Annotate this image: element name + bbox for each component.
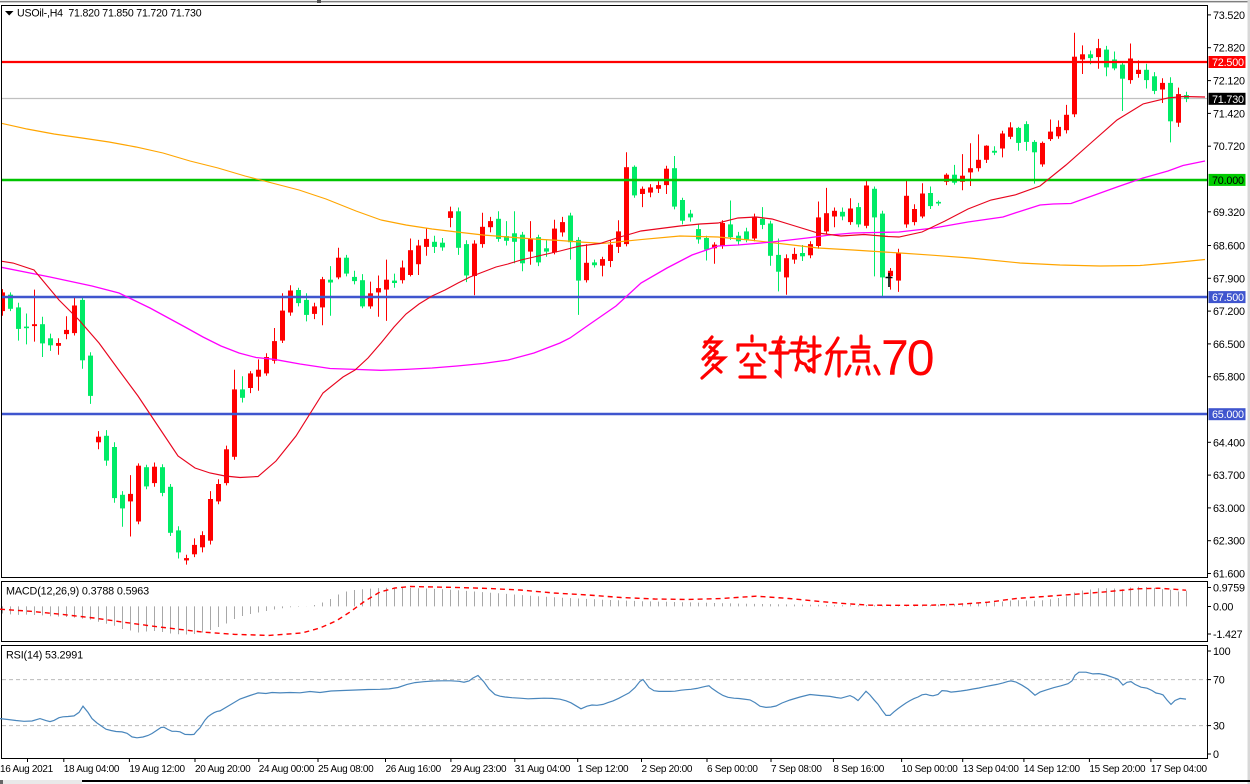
svg-text:14 Sep 12:00: 14 Sep 12:00 bbox=[1024, 764, 1081, 775]
svg-text:70: 70 bbox=[881, 330, 933, 386]
svg-text:70.000: 70.000 bbox=[1212, 175, 1244, 187]
svg-text:72.820: 72.820 bbox=[1213, 43, 1245, 55]
svg-text:68.600: 68.600 bbox=[1213, 241, 1245, 253]
svg-text:15 Sep 20:00: 15 Sep 20:00 bbox=[1089, 764, 1146, 775]
svg-text:62.300: 62.300 bbox=[1213, 536, 1245, 548]
svg-text:0: 0 bbox=[1213, 749, 1219, 761]
svg-text:20 Aug 20:00: 20 Aug 20:00 bbox=[195, 764, 251, 775]
svg-text:17 Sep 04:00: 17 Sep 04:00 bbox=[1151, 764, 1208, 775]
svg-text:7 Sep 08:00: 7 Sep 08:00 bbox=[771, 764, 822, 775]
svg-text:2 Sep 20:00: 2 Sep 20:00 bbox=[642, 764, 693, 775]
svg-text:18 Aug 04:00: 18 Aug 04:00 bbox=[64, 764, 120, 775]
svg-text:13 Sep 04:00: 13 Sep 04:00 bbox=[963, 764, 1020, 775]
svg-text:67.200: 67.200 bbox=[1213, 306, 1245, 318]
svg-text:RSI(14) 53.2991: RSI(14) 53.2991 bbox=[6, 650, 83, 662]
svg-text:10 Sep 00:00: 10 Sep 00:00 bbox=[902, 764, 959, 775]
svg-text:30: 30 bbox=[1213, 721, 1225, 733]
svg-text:16 Aug 2021: 16 Aug 2021 bbox=[0, 764, 54, 775]
svg-text:65.800: 65.800 bbox=[1213, 372, 1245, 384]
svg-text:67.900: 67.900 bbox=[1213, 273, 1245, 285]
svg-text:USOil-,H4 71.820 71.850 71.72: USOil-,H4 71.820 71.850 71.720 71.730 bbox=[17, 8, 202, 20]
svg-text:25 Aug 08:00: 25 Aug 08:00 bbox=[318, 764, 374, 775]
svg-text:65.000: 65.000 bbox=[1212, 409, 1244, 421]
svg-text:73.520: 73.520 bbox=[1213, 10, 1245, 22]
svg-text:63.000: 63.000 bbox=[1213, 503, 1245, 515]
svg-text:61.600: 61.600 bbox=[1213, 569, 1245, 581]
svg-text:67.500: 67.500 bbox=[1212, 292, 1244, 304]
svg-text:72.500: 72.500 bbox=[1212, 57, 1244, 69]
svg-text:6 Sep 00:00: 6 Sep 00:00 bbox=[707, 764, 758, 775]
svg-text:1 Sep 12:00: 1 Sep 12:00 bbox=[578, 764, 629, 775]
svg-text:66.500: 66.500 bbox=[1213, 339, 1245, 351]
svg-text:71.730: 71.730 bbox=[1212, 94, 1244, 106]
svg-text:70: 70 bbox=[1213, 675, 1225, 687]
svg-text:71.420: 71.420 bbox=[1213, 108, 1245, 120]
svg-text:64.400: 64.400 bbox=[1213, 437, 1245, 449]
svg-text:8 Sep 16:00: 8 Sep 16:00 bbox=[833, 764, 884, 775]
svg-text:63.700: 63.700 bbox=[1213, 470, 1245, 482]
svg-text:0.00: 0.00 bbox=[1213, 602, 1233, 614]
svg-text:72.120: 72.120 bbox=[1213, 76, 1245, 88]
svg-text:70.720: 70.720 bbox=[1213, 141, 1245, 153]
svg-text:100: 100 bbox=[1213, 646, 1231, 658]
svg-text:19 Aug 12:00: 19 Aug 12:00 bbox=[129, 764, 185, 775]
svg-text:26 Aug 16:00: 26 Aug 16:00 bbox=[386, 764, 442, 775]
svg-text:MACD(12,26,9) 0.3788 0.5963: MACD(12,26,9) 0.3788 0.5963 bbox=[6, 586, 149, 598]
svg-text:0.9759: 0.9759 bbox=[1213, 583, 1245, 595]
svg-text:29 Aug 23:00: 29 Aug 23:00 bbox=[451, 764, 507, 775]
svg-text:31 Aug 04:00: 31 Aug 04:00 bbox=[515, 764, 571, 775]
svg-text:-1.427: -1.427 bbox=[1213, 629, 1243, 641]
svg-text:69.320: 69.320 bbox=[1213, 207, 1245, 219]
svg-text:24 Aug 00:00: 24 Aug 00:00 bbox=[259, 764, 315, 775]
